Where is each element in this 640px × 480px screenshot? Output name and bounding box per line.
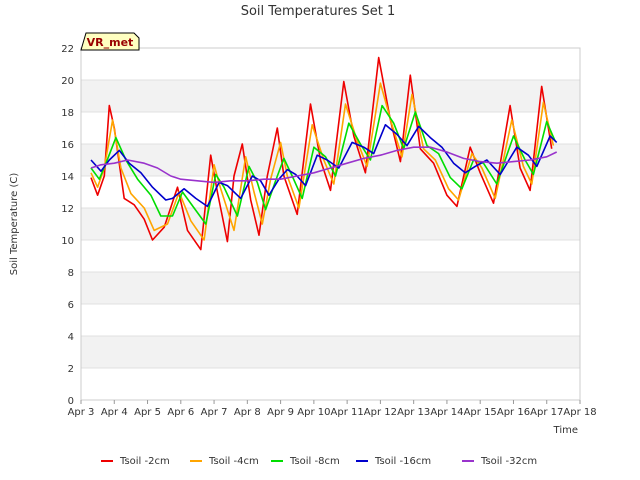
x-tick-label: Apr 16 bbox=[497, 407, 530, 418]
y-tick-label: 8 bbox=[68, 268, 74, 279]
grid-band bbox=[81, 272, 580, 304]
y-tick-label: 0 bbox=[68, 396, 74, 407]
legend-label: Tsoil -4cm bbox=[208, 456, 259, 467]
y-axis: 0 2 4 6 8 10 12 14 16 18 20 22 bbox=[61, 44, 74, 407]
x-tick-label: Apr 4 bbox=[101, 407, 128, 418]
series-line bbox=[90, 82, 555, 241]
x-axis-label: Time bbox=[553, 425, 578, 436]
x-tick-label: Apr 11 bbox=[331, 407, 364, 418]
legend-label: Tsoil -16cm bbox=[374, 456, 431, 467]
y-axis-label: Soil Temperature (C) bbox=[9, 173, 20, 276]
grid-band bbox=[81, 240, 580, 272]
x-tick-label: Apr 6 bbox=[167, 407, 194, 418]
y-tick-label: 2 bbox=[68, 364, 74, 375]
x-tick-label: Apr 17 bbox=[530, 407, 563, 418]
grid-band bbox=[81, 208, 580, 240]
x-tick-label: Apr 15 bbox=[464, 407, 497, 418]
y-tick-label: 18 bbox=[61, 108, 74, 119]
grid-band bbox=[81, 304, 580, 336]
y-tick-label: 4 bbox=[68, 332, 74, 343]
grid-band bbox=[81, 80, 580, 112]
x-tick-label: Apr 18 bbox=[563, 407, 596, 418]
y-tick-label: 16 bbox=[61, 140, 74, 151]
series-lines bbox=[90, 56, 558, 251]
series-line bbox=[90, 146, 558, 184]
x-tick-label: Apr 13 bbox=[397, 407, 430, 418]
y-tick-label: 10 bbox=[61, 236, 74, 247]
series-line bbox=[90, 56, 553, 251]
x-tick-label: Apr 12 bbox=[364, 407, 397, 418]
legend-label: Tsoil -32cm bbox=[480, 456, 537, 467]
y-tick-label: 12 bbox=[61, 204, 74, 215]
grid-bands bbox=[81, 47, 580, 401]
y-tick-label: 14 bbox=[61, 172, 74, 183]
y-tick-label: 20 bbox=[61, 76, 74, 87]
legend-label: Tsoil -8cm bbox=[289, 456, 340, 467]
series-line bbox=[90, 104, 556, 225]
grid-band bbox=[81, 112, 580, 144]
x-tick-label: Apr 7 bbox=[201, 407, 228, 418]
y-tick-label: 6 bbox=[68, 300, 74, 311]
vr-met-label: VR_met bbox=[80, 32, 140, 51]
vr-met-text: VR_met bbox=[87, 36, 134, 49]
grid-band bbox=[81, 48, 580, 80]
legend: Tsoil -2cm Tsoil -4cm Tsoil -8cm Tsoil -16c… bbox=[101, 456, 537, 467]
grid-band bbox=[81, 368, 580, 400]
grid-band bbox=[81, 336, 580, 368]
x-tick-label: Apr 3 bbox=[68, 407, 95, 418]
x-tick-label: Apr 8 bbox=[234, 407, 261, 418]
x-tick-label: Apr 9 bbox=[267, 407, 294, 418]
series-line bbox=[90, 124, 558, 208]
grid-band bbox=[81, 176, 580, 208]
y-tick-label: 22 bbox=[61, 44, 74, 55]
chart-title: Soil Temperatures Set 1 bbox=[241, 4, 396, 19]
x-tick-label: Apr 14 bbox=[430, 407, 463, 418]
x-tick-label: Apr 5 bbox=[134, 407, 161, 418]
x-axis: Apr 3 Apr 4 Apr 5 Apr 6 Apr 7 Apr 8 Apr 9 Apr 1… bbox=[68, 400, 597, 418]
legend-label: Tsoil -2cm bbox=[119, 456, 170, 467]
x-tick-label: Apr 10 bbox=[297, 407, 330, 418]
plot-area-frame bbox=[80, 47, 581, 401]
